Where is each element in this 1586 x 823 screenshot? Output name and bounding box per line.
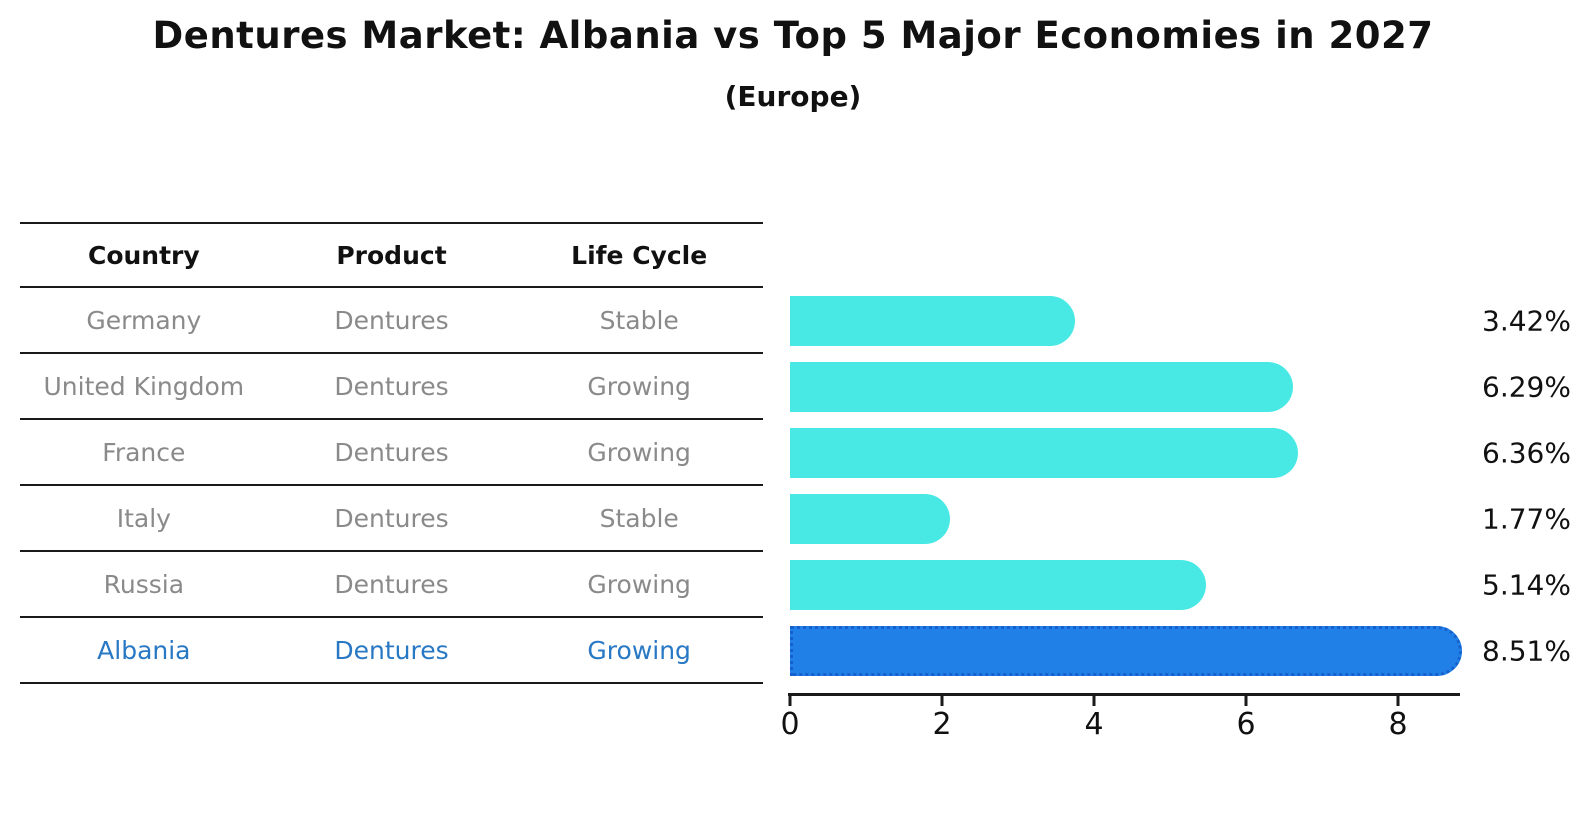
- x-tick: [1092, 696, 1096, 706]
- product-cell: Dentures: [334, 305, 449, 335]
- x-tick-label: 0: [780, 707, 800, 742]
- country-cell: Russia: [103, 569, 185, 599]
- table-row-italy: Italy Dentures Stable: [20, 486, 763, 552]
- x-tick-label: 4: [1084, 707, 1104, 742]
- table-header-row: Country Product Life Cycle: [20, 222, 763, 288]
- life-cycle-cell: Stable: [599, 305, 679, 335]
- x-tick-label: 8: [1388, 707, 1408, 742]
- x-tick-label: 2: [932, 707, 952, 742]
- table-row-germany: Germany Dentures Stable: [20, 288, 763, 354]
- table-row-france: France Dentures Growing: [20, 420, 763, 486]
- bar-row-russia: 5.14%: [790, 560, 1580, 610]
- bar-row-united-kingdom: 6.29%: [790, 362, 1580, 412]
- column-header-life-cycle: Life Cycle: [571, 240, 708, 270]
- chart-title: Dentures Market: Albania vs Top 5 Major …: [152, 14, 1434, 57]
- bar-albania: [790, 626, 1462, 676]
- x-tick: [1244, 696, 1248, 706]
- product-cell: Dentures: [334, 437, 449, 467]
- country-cell: Italy: [116, 503, 171, 533]
- country-cell: Germany: [86, 305, 202, 335]
- life-cycle-cell: Stable: [599, 503, 679, 533]
- life-cycle-cell: Growing: [587, 635, 691, 665]
- bar-row-france: 6.36%: [790, 428, 1580, 478]
- product-cell: Dentures: [334, 569, 449, 599]
- product-cell: Dentures: [334, 635, 449, 665]
- bar-united-kingdom: [790, 362, 1293, 412]
- value-label-russia: 5.14%: [1482, 568, 1571, 602]
- chart-subtitle: (Europe): [724, 80, 862, 113]
- column-header-product: Product: [336, 240, 447, 270]
- value-label-germany: 3.42%: [1482, 304, 1571, 338]
- x-tick: [940, 696, 944, 706]
- bar-row-albania: 8.51%: [790, 626, 1580, 676]
- life-cycle-cell: Growing: [587, 371, 691, 401]
- column-header-country: Country: [87, 240, 200, 270]
- x-tick: [788, 696, 792, 706]
- bar-row-italy: 1.77%: [790, 494, 1580, 544]
- x-axis-ticks: 0 2 4 6 8: [780, 693, 1462, 753]
- bar-germany: [790, 296, 1075, 346]
- value-label-albania: 8.51%: [1482, 634, 1571, 668]
- x-axis: [788, 693, 1460, 696]
- value-label-italy: 1.77%: [1482, 502, 1571, 536]
- value-label-united-kingdom: 6.29%: [1482, 370, 1571, 404]
- country-cell: United Kingdom: [43, 371, 245, 401]
- bar-russia: [790, 560, 1206, 610]
- table-row-albania: Albania Dentures Growing: [20, 618, 763, 684]
- product-cell: Dentures: [334, 503, 449, 533]
- table-row-russia: Russia Dentures Growing: [20, 552, 763, 618]
- country-cell: France: [102, 437, 186, 467]
- life-cycle-cell: Growing: [587, 437, 691, 467]
- life-cycle-cell: Growing: [587, 569, 691, 599]
- table-row-united-kingdom: United Kingdom Dentures Growing: [20, 354, 763, 420]
- data-table: Country Product Life Cycle Germany Dentu…: [20, 222, 763, 684]
- bar-row-germany: 3.42%: [790, 296, 1580, 346]
- country-cell: Albania: [97, 635, 191, 665]
- bar-france: [790, 428, 1298, 478]
- bar-italy: [790, 494, 950, 544]
- x-tick: [1396, 696, 1400, 706]
- value-label-france: 6.36%: [1482, 436, 1571, 470]
- product-cell: Dentures: [334, 371, 449, 401]
- x-tick-label: 6: [1236, 707, 1256, 742]
